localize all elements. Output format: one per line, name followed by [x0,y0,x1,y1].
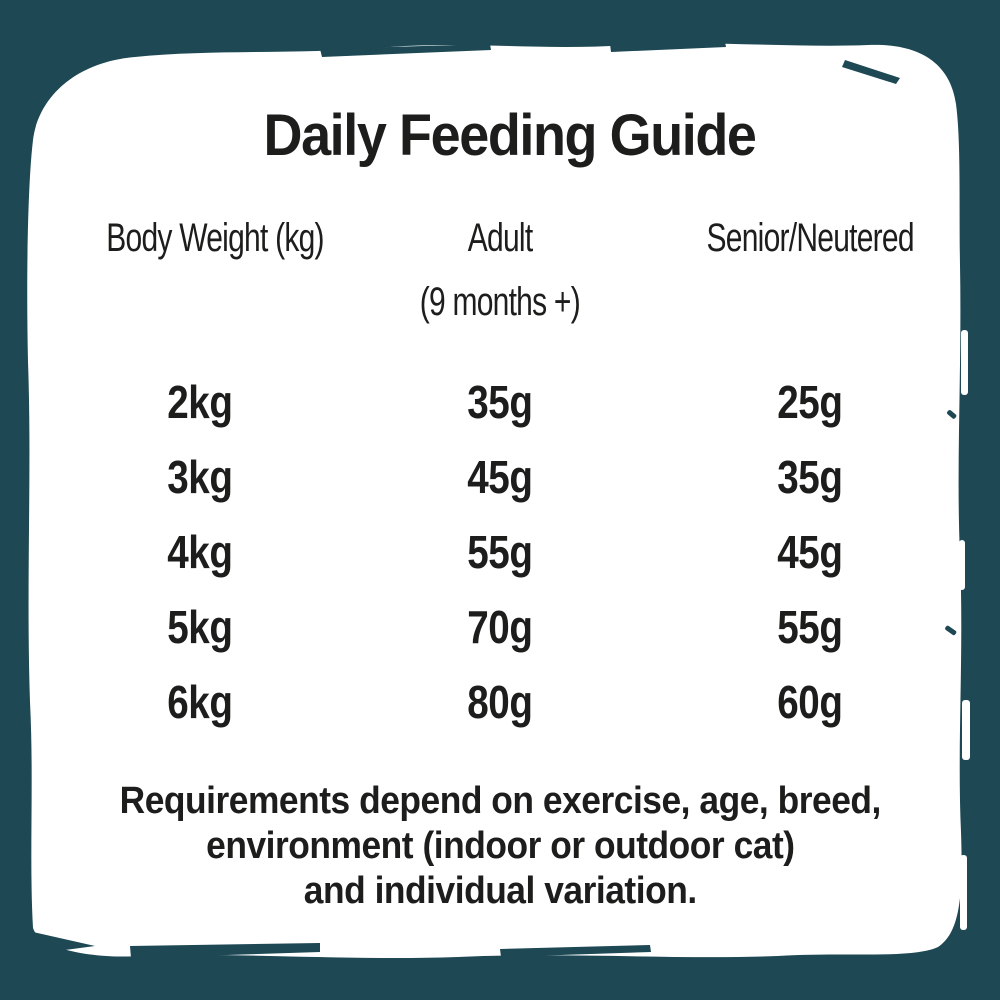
brush-streaks-light [959,330,970,930]
brush-streak [130,943,320,958]
adult-portion-value: 70g [467,600,533,653]
brush-streak [500,945,651,957]
brush-streak [947,410,957,419]
column-header-body-weight: Body Weight (kg) [106,216,324,260]
requirements-note-line: and individual variation. [303,870,697,912]
brush-streak [962,700,970,760]
senior-portion-value: 35g [777,450,843,503]
brush-streak [961,330,968,395]
brush-streak [945,625,957,636]
brush-streaks [33,42,957,958]
senior-portion-value: 60g [777,675,843,728]
brush-streak [960,855,967,930]
body-weight-value: 3kg [167,450,233,503]
brush-streak [959,540,965,590]
table-row: 5kg 70g 55g [70,589,950,664]
body-weight-value: 5kg [167,600,233,653]
senior-portion-value: 25g [777,375,843,428]
adult-portion-value: 55g [467,525,533,578]
requirements-note-line: environment (indoor or outdoor cat) [205,825,795,867]
brush-streak [610,42,726,52]
page-title: Daily Feeding Guide [10,102,1000,169]
brush-streak [320,44,491,57]
column-header-adult: Adult [467,216,533,260]
panel-shape [27,43,962,959]
requirements-note: Requirements depend on exercise, age, br… [0,779,1000,914]
adult-portion-value: 80g [467,675,533,728]
senior-portion-value: 55g [777,600,843,653]
column-header-senior-neutered: Senior/Neutered [706,216,914,260]
adult-portion-value: 45g [467,450,533,503]
table-row: 6kg 80g 60g [70,664,950,739]
adult-portion-value: 35g [467,375,533,428]
table-row: 4kg 55g 45g [70,514,950,589]
brush-streak [842,60,900,84]
table-header-row: Body Weight (kg) Adult Senior/Neutered [70,216,950,261]
page-title-text: Daily Feeding Guide [263,103,757,168]
senior-portion-value: 45g [777,525,843,578]
table-row: 2kg 35g 25g [70,364,950,439]
requirements-note-line: Requirements depend on exercise, age, br… [119,780,881,822]
table-row: 3kg 45g 35g [70,439,950,514]
body-weight-value: 6kg [167,675,233,728]
adult-age-subheader: (9 months +) [419,280,581,324]
feeding-table-body: 2kg 35g 25g 3kg 45g 35g 4kg 55g 45g 5kg … [70,364,950,739]
brush-streak [33,932,95,954]
body-weight-value: 2kg [167,375,233,428]
body-weight-value: 4kg [167,525,233,578]
